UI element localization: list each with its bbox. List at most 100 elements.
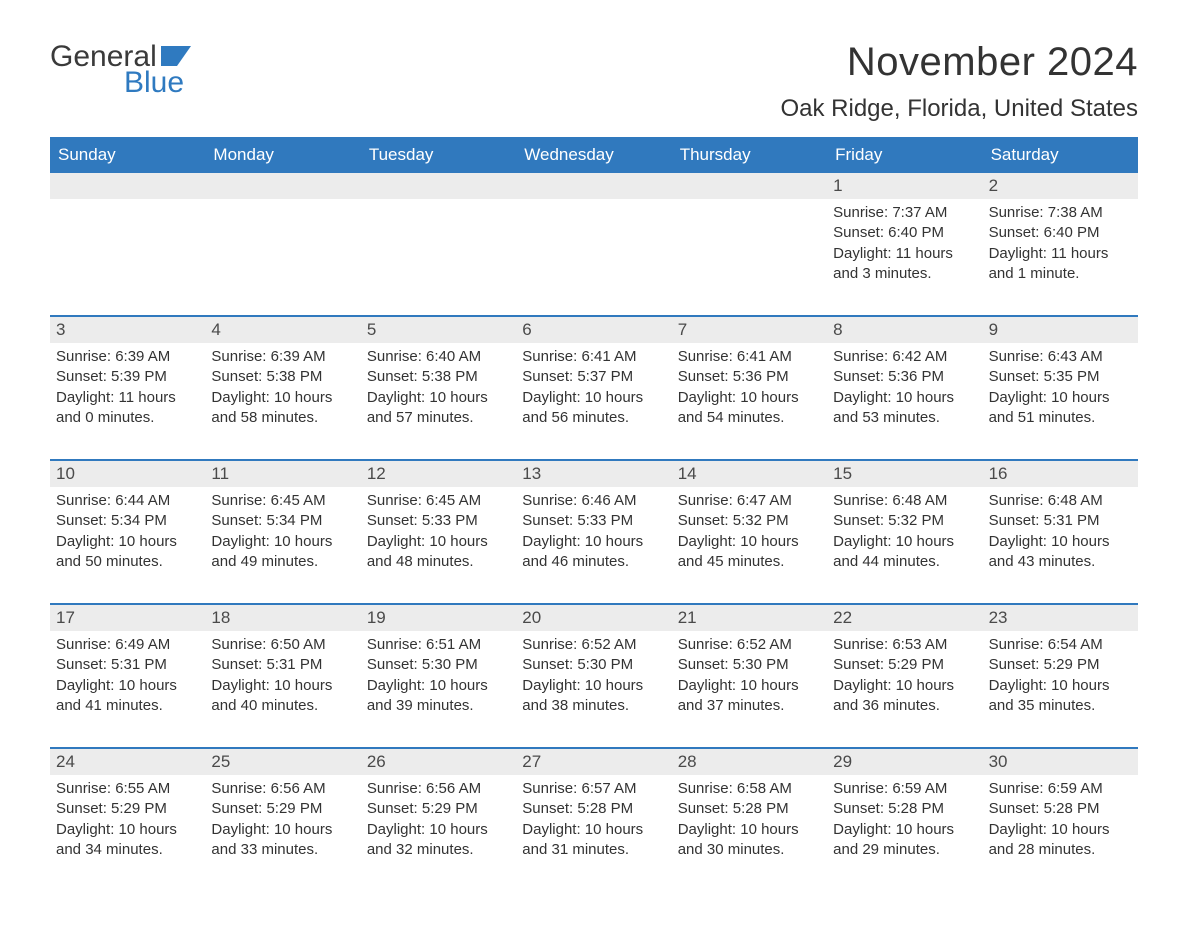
sunset-text: Sunset: 5:28 PM	[833, 799, 976, 819]
daylight-text: Daylight: 10 hours and 31 minutes.	[522, 820, 665, 861]
daynum-row: 12	[50, 173, 1138, 199]
daynum-27: 27	[516, 749, 671, 775]
sunrise-text: Sunrise: 6:49 AM	[56, 635, 199, 655]
daynum-3: 3	[50, 317, 205, 343]
day-cell-11: Sunrise: 6:45 AMSunset: 5:34 PMDaylight:…	[205, 487, 360, 591]
daylight-text: Daylight: 11 hours and 3 minutes.	[833, 244, 976, 285]
daylight-text: Daylight: 11 hours and 0 minutes.	[56, 388, 199, 429]
daylight-text: Daylight: 10 hours and 49 minutes.	[211, 532, 354, 573]
daynum-8: 8	[827, 317, 982, 343]
dayname-wednesday: Wednesday	[516, 137, 671, 173]
daylight-text: Daylight: 10 hours and 30 minutes.	[678, 820, 821, 861]
calendar-header-row: SundayMondayTuesdayWednesdayThursdayFrid…	[50, 137, 1138, 173]
location: Oak Ridge, Florida, United States	[780, 95, 1138, 123]
sunrise-text: Sunrise: 6:48 AM	[989, 491, 1132, 511]
sunset-text: Sunset: 5:30 PM	[367, 655, 510, 675]
sunset-text: Sunset: 5:29 PM	[989, 655, 1132, 675]
day-cell-9: Sunrise: 6:43 AMSunset: 5:35 PMDaylight:…	[983, 343, 1138, 447]
day-cell-26: Sunrise: 6:56 AMSunset: 5:29 PMDaylight:…	[361, 775, 516, 879]
day-cell-12: Sunrise: 6:45 AMSunset: 5:33 PMDaylight:…	[361, 487, 516, 591]
sunset-text: Sunset: 5:31 PM	[211, 655, 354, 675]
daynum-6: 6	[516, 317, 671, 343]
daynum-16: 16	[983, 461, 1138, 487]
daynum-29: 29	[827, 749, 982, 775]
day-cell-17: Sunrise: 6:49 AMSunset: 5:31 PMDaylight:…	[50, 631, 205, 735]
sunset-text: Sunset: 5:29 PM	[56, 799, 199, 819]
day-cell-23: Sunrise: 6:54 AMSunset: 5:29 PMDaylight:…	[983, 631, 1138, 735]
daylight-text: Daylight: 10 hours and 39 minutes.	[367, 676, 510, 717]
title-block: November 2024 Oak Ridge, Florida, United…	[780, 40, 1138, 123]
sunrise-text: Sunrise: 6:56 AM	[211, 779, 354, 799]
sunrise-text: Sunrise: 6:50 AM	[211, 635, 354, 655]
week-3: 10111213141516Sunrise: 6:44 AMSunset: 5:…	[50, 459, 1138, 591]
daynum-26: 26	[361, 749, 516, 775]
day-cell-21: Sunrise: 6:52 AMSunset: 5:30 PMDaylight:…	[672, 631, 827, 735]
day-cell-empty	[516, 199, 671, 303]
sunrise-text: Sunrise: 7:37 AM	[833, 203, 976, 223]
daynum-25: 25	[205, 749, 360, 775]
sunrise-text: Sunrise: 6:45 AM	[367, 491, 510, 511]
daybody-row: Sunrise: 6:49 AM Sunset: 5:31 PM Daylight:…	[50, 631, 1138, 735]
daynum-13: 13	[516, 461, 671, 487]
sunrise-text: Sunrise: 6:57 AM	[522, 779, 665, 799]
daylight-text: Daylight: 10 hours and 43 minutes.	[989, 532, 1132, 573]
daynum-12: 12	[361, 461, 516, 487]
dayname-saturday: Saturday	[983, 137, 1138, 173]
sunrise-text: Sunrise: 6:47 AM	[678, 491, 821, 511]
daynum-22: 22	[827, 605, 982, 631]
day-cell-5: Sunrise: 6:40 AMSunset: 5:38 PMDaylight:…	[361, 343, 516, 447]
day-cell-27: Sunrise: 6:57 AMSunset: 5:28 PMDaylight:…	[516, 775, 671, 879]
sunset-text: Sunset: 5:36 PM	[833, 367, 976, 387]
sunrise-text: Sunrise: 6:59 AM	[833, 779, 976, 799]
daynum-2: 2	[983, 173, 1138, 199]
daynum-15: 15	[827, 461, 982, 487]
sunset-text: Sunset: 5:28 PM	[678, 799, 821, 819]
sunrise-text: Sunrise: 6:58 AM	[678, 779, 821, 799]
sunrise-text: Sunrise: 6:55 AM	[56, 779, 199, 799]
daylight-text: Daylight: 10 hours and 33 minutes.	[211, 820, 354, 861]
calendar: SundayMondayTuesdayWednesdayThursdayFrid…	[50, 137, 1138, 879]
sunrise-text: Sunrise: 6:40 AM	[367, 347, 510, 367]
daynum-empty	[205, 173, 360, 199]
day-cell-30: Sunrise: 6:59 AMSunset: 5:28 PMDaylight:…	[983, 775, 1138, 879]
day-cell-empty	[361, 199, 516, 303]
daylight-text: Daylight: 10 hours and 48 minutes.	[367, 532, 510, 573]
daybody-row: Sunrise: 7:37 AMSunset: 6:40 PMDaylight:…	[50, 199, 1138, 303]
daynum-row: 3456789	[50, 317, 1138, 343]
daynum-empty	[50, 173, 205, 199]
sunset-text: Sunset: 5:38 PM	[211, 367, 354, 387]
daynum-7: 7	[672, 317, 827, 343]
logo-text-blue: Blue	[124, 66, 184, 100]
sunrise-text: Sunrise: 6:59 AM	[989, 779, 1132, 799]
sunrise-text: Sunrise: 6:52 AM	[522, 635, 665, 655]
day-cell-1: Sunrise: 7:37 AMSunset: 6:40 PMDaylight:…	[827, 199, 982, 303]
daynum-empty	[672, 173, 827, 199]
daylight-text: Daylight: 10 hours and 41 minutes.	[56, 676, 199, 717]
dayname-sunday: Sunday	[50, 137, 205, 173]
day-cell-13: Sunrise: 6:46 AMSunset: 5:33 PMDaylight:…	[516, 487, 671, 591]
daynum-10: 10	[50, 461, 205, 487]
daynum-empty	[516, 173, 671, 199]
daynum-1: 1	[827, 173, 982, 199]
daynum-empty	[361, 173, 516, 199]
daynum-30: 30	[983, 749, 1138, 775]
daynum-9: 9	[983, 317, 1138, 343]
sunset-text: Sunset: 5:31 PM	[989, 511, 1132, 531]
week-5: 24252627282930Sunrise: 6:55 AMSunset: 5:…	[50, 747, 1138, 879]
sunset-text: Sunset: 5:30 PM	[522, 655, 665, 675]
day-cell-7: Sunrise: 6:41 AMSunset: 5:36 PMDaylight:…	[672, 343, 827, 447]
day-cell-6: Sunrise: 6:41 AMSunset: 5:37 PMDaylight:…	[516, 343, 671, 447]
daylight-text: Daylight: 10 hours and 53 minutes.	[833, 388, 976, 429]
daylight-text: Daylight: 10 hours and 35 minutes.	[989, 676, 1132, 717]
month-title: November 2024	[780, 40, 1138, 85]
sunrise-text: Sunrise: 6:51 AM	[367, 635, 510, 655]
sunrise-text: Sunrise: 6:42 AM	[833, 347, 976, 367]
daynum-row: 10111213141516	[50, 461, 1138, 487]
day-cell-3: Sunrise: 6:39 AMSunset: 5:39 PMDaylight:…	[50, 343, 205, 447]
dayname-tuesday: Tuesday	[361, 137, 516, 173]
daylight-text: Daylight: 10 hours and 45 minutes.	[678, 532, 821, 573]
sunrise-text: Sunrise: 6:48 AM	[833, 491, 976, 511]
day-cell-empty	[672, 199, 827, 303]
sunrise-text: Sunrise: 7:38 AM	[989, 203, 1132, 223]
sunset-text: Sunset: 5:35 PM	[989, 367, 1132, 387]
